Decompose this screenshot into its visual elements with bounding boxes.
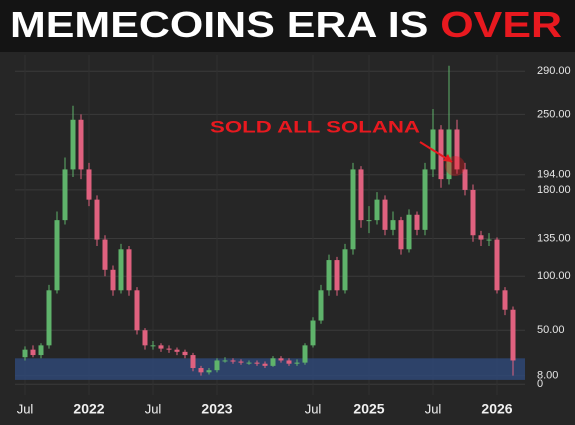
y-tick-label: 290.00 [537, 65, 571, 77]
candle-body [246, 362, 252, 364]
candle-body [78, 119, 84, 170]
candle-body [422, 169, 428, 230]
candle-body [286, 360, 292, 364]
candle-body [262, 363, 268, 366]
candle-body [334, 260, 340, 291]
candle-body [502, 290, 508, 310]
annotation-arrowhead [443, 154, 452, 162]
title-bar [0, 0, 575, 52]
candle-body [270, 358, 276, 366]
candle-body [62, 169, 68, 221]
candle-body [134, 290, 140, 331]
candle-body [70, 119, 76, 170]
candle-body [446, 129, 452, 180]
candle-body [398, 220, 404, 250]
candle-body [142, 330, 148, 346]
candle-body [462, 169, 468, 190]
candle-body [46, 290, 52, 346]
candle-body [510, 309, 516, 361]
candle-body [110, 269, 116, 291]
candle-body [190, 355, 196, 369]
candle-body [294, 362, 300, 364]
candle-body [118, 249, 124, 291]
x-tick-label: 2025 [353, 401, 384, 417]
candle-body [366, 220, 372, 222]
y-tick-label: 194.00 [537, 169, 571, 181]
candle-body [342, 249, 348, 291]
annotation: SOLD ALL SOLANA [210, 117, 420, 136]
title-highlight: OVER [440, 4, 562, 45]
y-tick-label: 250.00 [537, 108, 571, 120]
plot-area: 08.00 50.00 100.00 135.00 180.00 194.00 250.00… [15, 55, 571, 417]
candle-body [102, 239, 108, 270]
candle-body [150, 345, 156, 347]
candle-body [358, 169, 364, 221]
highlight-band [15, 358, 525, 380]
y-tick-label: 180.00 [537, 184, 571, 196]
candle-body [30, 349, 36, 356]
candle-body [94, 199, 100, 240]
candle-body [214, 360, 220, 371]
candle-body [454, 129, 460, 170]
candle-body [158, 345, 164, 349]
candle-body [318, 290, 324, 321]
y-tick-label: 8.00 [537, 369, 558, 381]
candle-body [414, 214, 420, 230]
candle-body [350, 169, 356, 250]
y-tick-label: 135.00 [537, 232, 571, 244]
candle-body [326, 260, 332, 291]
candle-body [54, 220, 60, 291]
chart-title: MEMECOINS ERA IS OVER [10, 4, 562, 45]
candle-body [406, 214, 412, 250]
candle-body [494, 239, 500, 291]
candle-body [166, 348, 172, 350]
x-tick-label: 2023 [201, 401, 232, 417]
candle-body [278, 358, 284, 361]
candle-body [174, 349, 180, 352]
x-tick-label: 2022 [73, 401, 104, 417]
y-tick-label: 100.00 [537, 270, 571, 282]
candle-body [230, 360, 236, 362]
candle-body [198, 368, 204, 373]
title-main: MEMECOINS ERA IS [10, 4, 428, 45]
candle-body [374, 199, 380, 221]
candle-body [478, 235, 484, 240]
candle-body [182, 351, 188, 356]
candle-body [310, 320, 316, 346]
candle-body [86, 169, 92, 200]
candle-body [238, 361, 244, 363]
candle-body [390, 220, 396, 230]
candle-body [22, 349, 28, 358]
y-tick-label: 0 [537, 378, 543, 390]
candle-body [206, 370, 212, 373]
x-tick-label: Jul [17, 401, 34, 416]
y-tick-label: 50.00 [537, 324, 565, 336]
candle-body [126, 249, 132, 291]
candle-body [302, 345, 308, 363]
candle-body [254, 362, 260, 364]
x-tick-label: Jul [425, 401, 442, 416]
candle-body [382, 199, 388, 230]
candle-body [486, 239, 492, 241]
x-tick-label: 2026 [481, 401, 512, 417]
candle-body [470, 189, 476, 236]
x-tick-label: Jul [305, 401, 322, 416]
candle-body [222, 360, 228, 362]
candle-body [38, 345, 44, 356]
x-tick-label: Jul [145, 401, 162, 416]
